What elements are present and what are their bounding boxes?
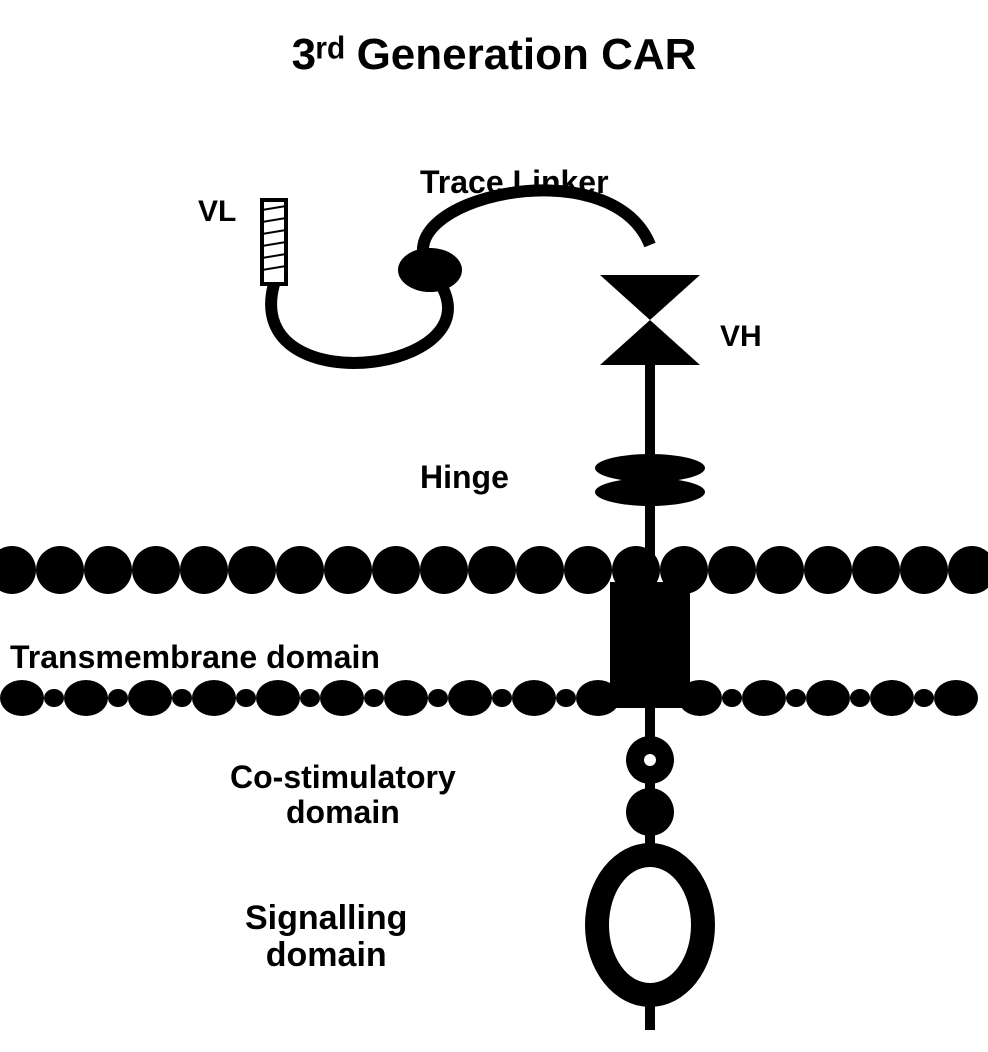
membrane-bottom-row: [0, 680, 978, 716]
linker-bead: [398, 248, 462, 292]
transmembrane-rect: [610, 582, 690, 708]
hinge-icon: [595, 454, 705, 506]
membrane-top-row: [0, 546, 988, 594]
vl-rect: [262, 200, 286, 284]
signalling-oval: [585, 843, 715, 1007]
trace-linker-curve: [271, 190, 650, 363]
car-diagram: [0, 0, 988, 1052]
vh-bowtie: [600, 275, 700, 365]
